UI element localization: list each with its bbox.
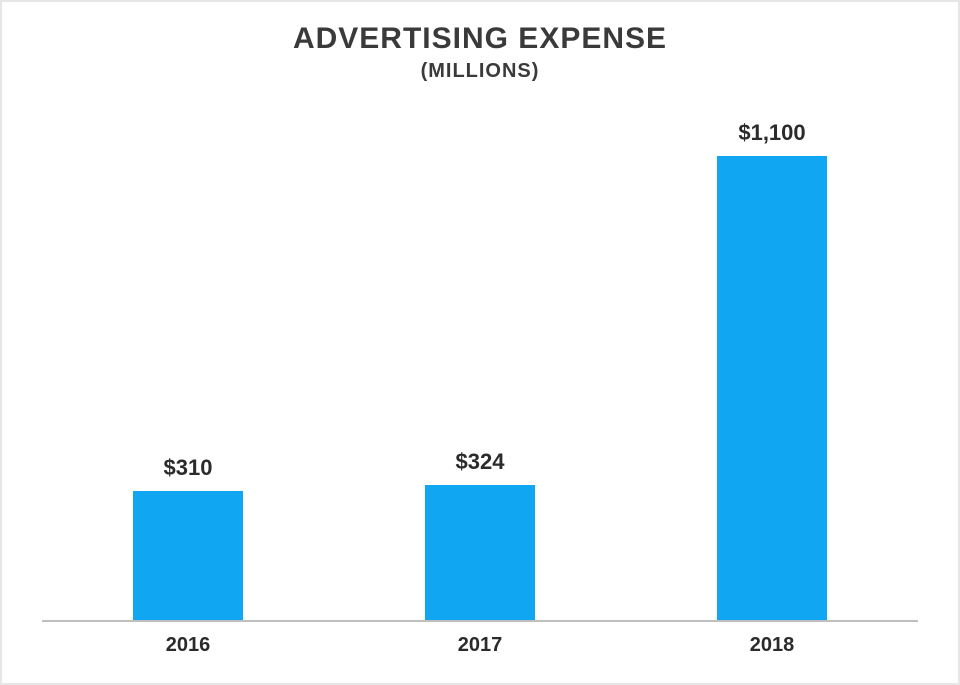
- plot-area: $310 $324 $1,100: [42, 103, 918, 622]
- bars-container: $310 $324 $1,100: [42, 103, 918, 622]
- x-tick-label: 2017: [334, 634, 626, 657]
- bar: [425, 485, 535, 622]
- x-tick-label: 2018: [626, 634, 918, 657]
- bar-value-label: $324: [456, 449, 505, 475]
- chart-title: ADVERTISING EXPENSE: [2, 22, 958, 56]
- chart-frame: ADVERTISING EXPENSE (MILLIONS) $310 $324…: [0, 0, 960, 685]
- x-axis-baseline: [42, 620, 918, 622]
- bar: [133, 491, 243, 622]
- bar-group: $310: [42, 455, 334, 622]
- bar-group: $1,100: [626, 120, 918, 622]
- bar-value-label: $310: [164, 455, 213, 481]
- title-block: ADVERTISING EXPENSE (MILLIONS): [2, 2, 958, 83]
- bar-value-label: $1,100: [738, 120, 805, 146]
- x-axis: 2016 2017 2018: [42, 634, 918, 657]
- chart-subtitle: (MILLIONS): [2, 60, 958, 83]
- bar-group: $324: [334, 449, 626, 622]
- bar: [717, 156, 827, 622]
- x-tick-label: 2016: [42, 634, 334, 657]
